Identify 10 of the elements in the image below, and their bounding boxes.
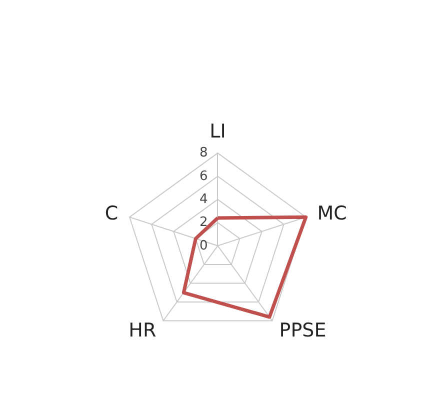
y-tick-label: 6 xyxy=(199,168,208,184)
y-tick-label: 2 xyxy=(199,215,208,230)
spoke-label: PPSE xyxy=(279,319,326,342)
y-tick-label: 4 xyxy=(199,192,208,207)
spoke-label: MC xyxy=(317,202,347,224)
spoke-label: LI xyxy=(210,120,226,143)
spoke-label: HR xyxy=(128,319,156,342)
y-tick-label: 0 xyxy=(199,238,208,254)
y-tick-label: 8 xyxy=(199,146,208,161)
spoke-label: C xyxy=(104,202,118,224)
